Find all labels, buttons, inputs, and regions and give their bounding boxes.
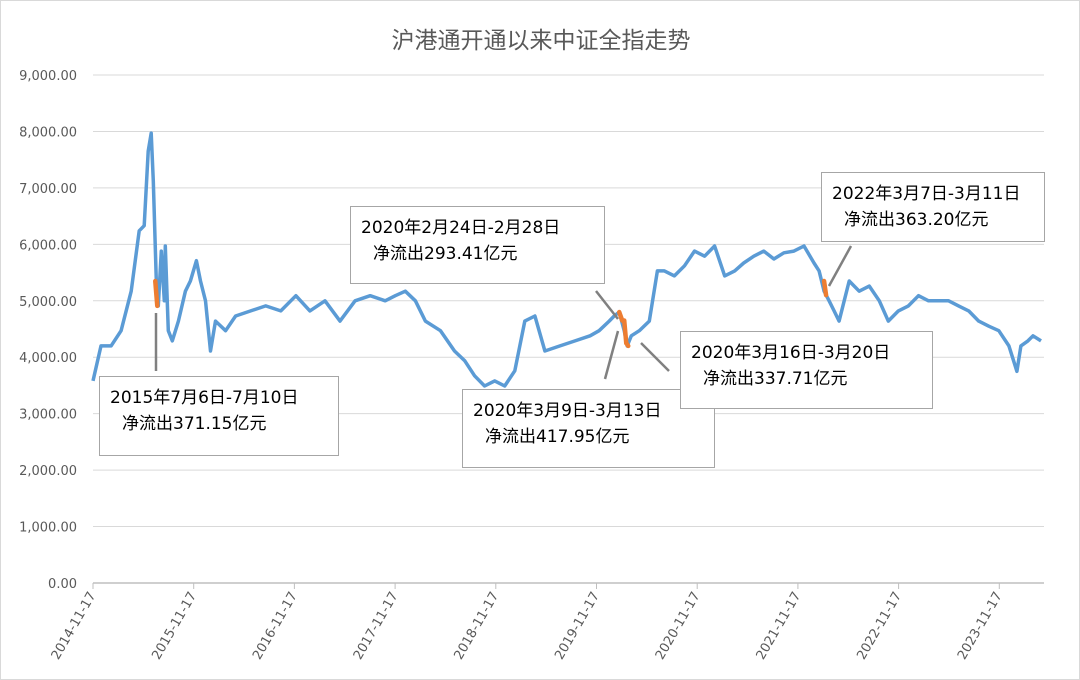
- annotation-2022-03: 2022年3月7日-3月11日 净流出363.20亿元: [821, 172, 1045, 242]
- annotation-outflow: 净流出363.20亿元: [844, 210, 989, 230]
- y-tick-label: 9,000.00: [19, 69, 77, 84]
- outflow-highlight-segment: [621, 318, 629, 346]
- index-line-series: [91, 131, 1042, 388]
- annotation-date: 2022年3月7日-3月11日: [832, 184, 1021, 204]
- y-tick-label: 7,000.00: [19, 182, 77, 197]
- x-tick-label: 2021-11-17: [754, 590, 805, 663]
- y-tick-label: 6,000.00: [19, 238, 77, 253]
- annotation-outflow: 净流出417.95亿元: [485, 427, 630, 447]
- x-tick-label: 2022-11-17: [854, 590, 905, 663]
- annotation-2020-03-09: 2020年3月9日-3月13日 净流出417.95亿元: [462, 389, 715, 468]
- annotation-outflow: 净流出371.15亿元: [122, 414, 267, 434]
- annotation-2020-02: 2020年2月24日-2月28日 净流出293.41亿元: [350, 206, 605, 284]
- y-tick-label: 5,000.00: [19, 295, 77, 310]
- y-tick-label: 4,000.00: [19, 351, 77, 366]
- annotation-date: 2020年3月9日-3月13日: [473, 401, 662, 421]
- annotation-leader-line: [827, 245, 853, 287]
- x-tick-label: 2019-11-17: [552, 590, 603, 663]
- x-tick-label: 2016-11-17: [250, 590, 301, 663]
- annotation-date: 2015年7月6日-7月10日: [110, 388, 299, 408]
- y-tick-label: 8,000.00: [19, 125, 77, 140]
- annotation-outflow: 净流出337.71亿元: [703, 369, 848, 389]
- chart-title: 沪港通开通以来中证全指走势: [391, 28, 691, 54]
- y-tick-label: 3,000.00: [19, 408, 77, 423]
- y-tick-label: 1,000.00: [19, 521, 77, 536]
- x-tick-label: 2015-11-17: [149, 590, 200, 663]
- annotation-leader-line: [603, 330, 620, 380]
- annotation-date: 2020年2月24日-2月28日: [361, 218, 561, 238]
- annotation-date: 2020年3月16日-3月20日: [691, 343, 891, 363]
- x-tick-label: 2014-11-17: [49, 590, 100, 663]
- x-tick-label: 2020-11-17: [653, 590, 704, 663]
- annotation-leader-line: [640, 342, 670, 372]
- x-tick-label: 2017-11-17: [351, 590, 402, 663]
- y-tick-label: 2,000.00: [19, 464, 77, 479]
- annotation-leader-line: [595, 290, 619, 320]
- annotation-2020-03-16: 2020年3月16日-3月20日 净流出337.71亿元: [680, 331, 933, 409]
- annotation-outflow: 净流出293.41亿元: [373, 244, 518, 264]
- y-tick-label: 0.00: [48, 577, 77, 592]
- outflow-highlight-segment: [616, 309, 625, 323]
- x-tick-label: 2023-11-17: [955, 590, 1006, 663]
- annotation-2015-07: 2015年7月6日-7月10日 净流出371.15亿元: [99, 376, 339, 456]
- x-tick-label: 2018-11-17: [451, 590, 502, 663]
- outflow-highlight-segment: [623, 340, 631, 349]
- outflow-highlight-segment: [153, 278, 160, 309]
- outflow-highlight-segment: [821, 278, 829, 298]
